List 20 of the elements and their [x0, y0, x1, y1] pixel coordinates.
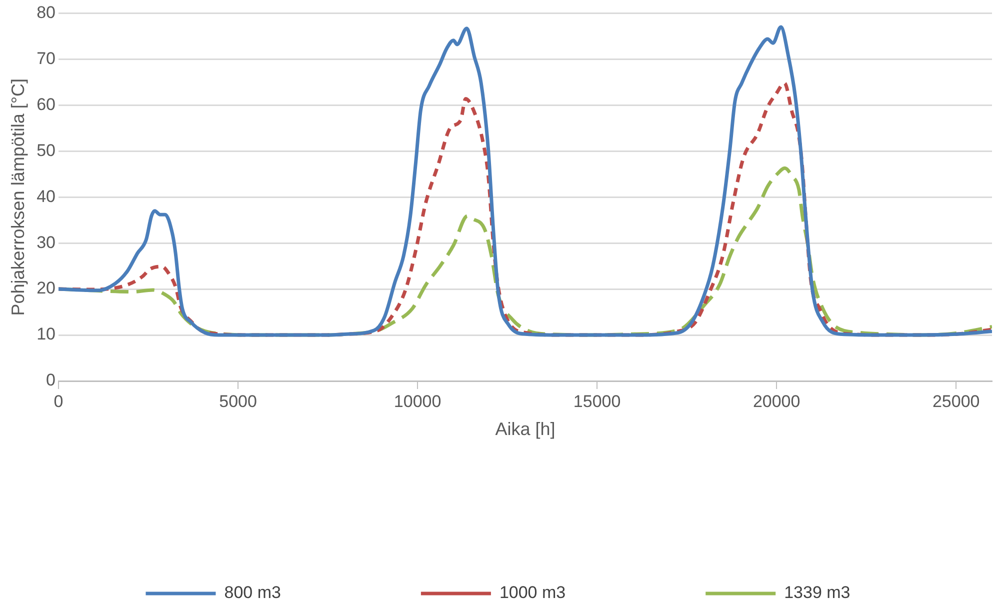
- y-tick-label: 50: [36, 140, 56, 160]
- y-tick-label: 40: [36, 186, 56, 206]
- y-tick-label: 80: [36, 2, 56, 22]
- legend-label: 1339 m3: [784, 583, 850, 602]
- x-tick-label: 25000: [932, 392, 980, 411]
- x-tick-label: 10000: [394, 392, 442, 411]
- x-tick-label: 20000: [752, 392, 800, 411]
- y-tick-label: 20: [36, 278, 56, 298]
- legend-label: 1000 m3: [499, 583, 566, 602]
- x-tick-label: 5000: [219, 392, 257, 411]
- legend-label: 800 m3: [224, 583, 281, 602]
- y-tick-label: 10: [36, 324, 56, 344]
- y-tick-label: 0: [46, 370, 56, 390]
- y-tick-label: 30: [36, 232, 56, 252]
- y-axis-title: Pohjakerroksen lämpötila [°C]: [8, 78, 28, 316]
- x-tick-label: 15000: [573, 392, 621, 411]
- y-tick-label: 70: [36, 48, 56, 68]
- line-series: [58, 25, 992, 337]
- y-tick-label: 60: [36, 94, 56, 114]
- x-axis-title: Aika [h]: [495, 419, 556, 440]
